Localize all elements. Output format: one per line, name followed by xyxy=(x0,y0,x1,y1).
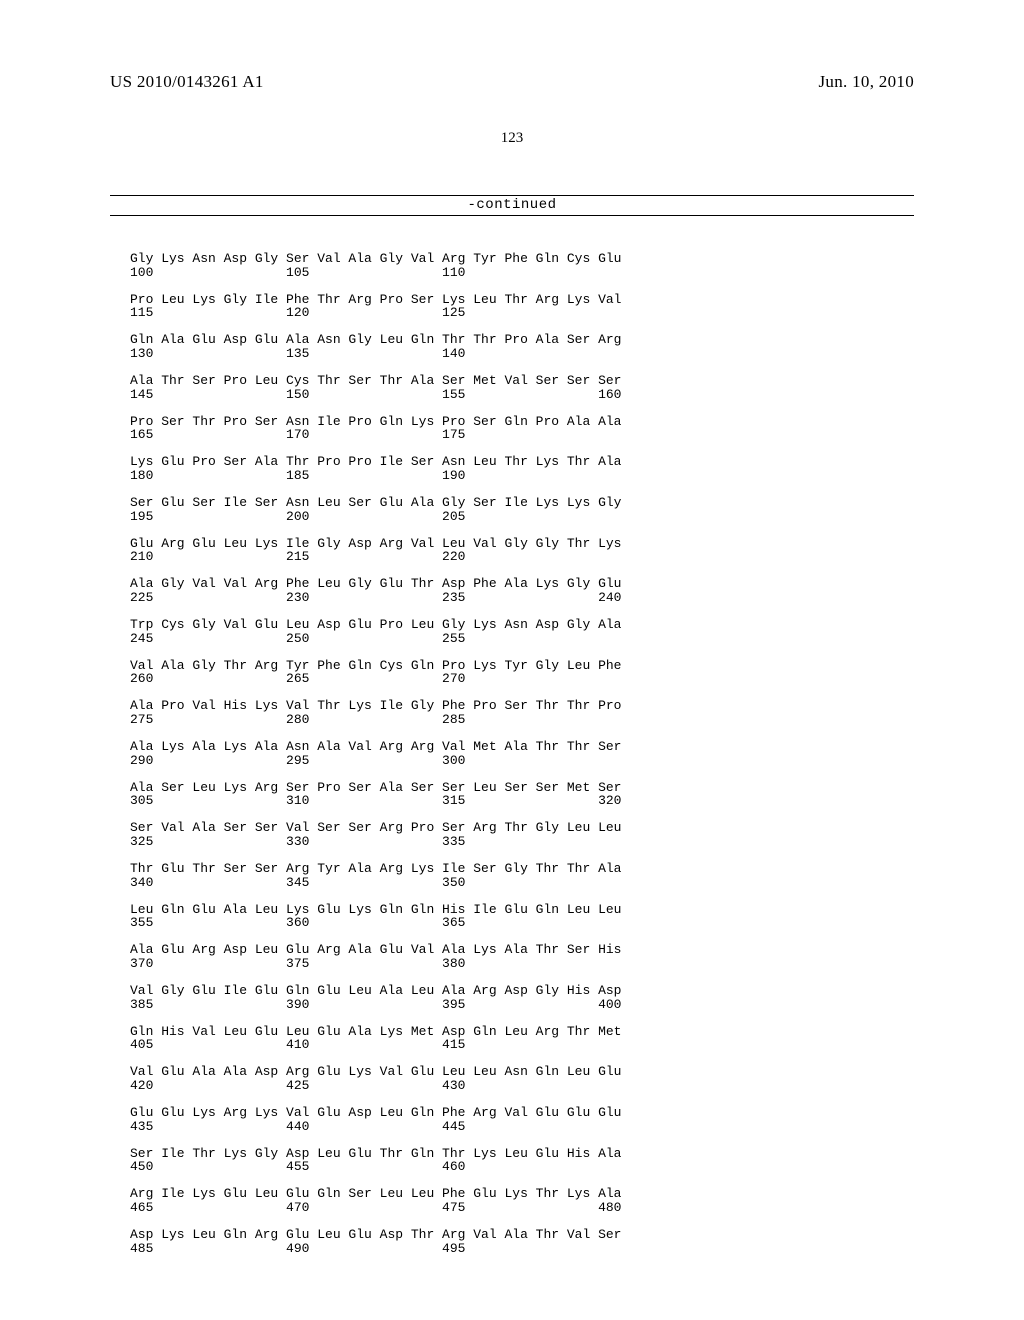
sequence-position-row: 245 250 255 xyxy=(130,632,770,646)
sequence-position-row: 420 425 430 xyxy=(130,1079,770,1093)
sequence-position-row: 115 120 125 xyxy=(130,306,770,320)
sequence-aa-row: Ala Ser Leu Lys Arg Ser Pro Ser Ala Ser … xyxy=(130,781,770,795)
sequence-aa-row: Ser Val Ala Ser Ser Val Ser Ser Arg Pro … xyxy=(130,821,770,835)
sequence-aa-row: Pro Leu Lys Gly Ile Phe Thr Arg Pro Ser … xyxy=(130,293,770,307)
sequence-position-row: 275 280 285 xyxy=(130,713,770,727)
sequence-aa-row: Pro Ser Thr Pro Ser Asn Ile Pro Gln Lys … xyxy=(130,415,770,429)
sequence-aa-row: Ala Thr Ser Pro Leu Cys Thr Ser Thr Ala … xyxy=(130,374,770,388)
sequence-block: Leu Gln Glu Ala Leu Lys Glu Lys Gln Gln … xyxy=(130,903,770,930)
sequence-aa-row: Ala Gly Val Val Arg Phe Leu Gly Glu Thr … xyxy=(130,577,770,591)
sequence-position-row: 385 390 395 400 xyxy=(130,998,770,1012)
sequence-position-row: 450 455 460 xyxy=(130,1160,770,1174)
sequence-aa-row: Val Ala Gly Thr Arg Tyr Phe Gln Cys Gln … xyxy=(130,659,770,673)
page-number: 123 xyxy=(0,130,1024,147)
sequence-position-row: 355 360 365 xyxy=(130,916,770,930)
sequence-block: Glu Glu Lys Arg Lys Val Glu Asp Leu Gln … xyxy=(130,1106,770,1133)
sequence-position-row: 210 215 220 xyxy=(130,550,770,564)
sequence-block: Gln His Val Leu Glu Leu Glu Ala Lys Met … xyxy=(130,1025,770,1052)
sequence-block: Val Gly Glu Ile Glu Gln Glu Leu Ala Leu … xyxy=(130,984,770,1011)
sequence-position-row: 100 105 110 xyxy=(130,266,770,280)
sequence-block: Asp Lys Leu Gln Arg Glu Leu Glu Asp Thr … xyxy=(130,1228,770,1255)
sequence-position-row: 325 330 335 xyxy=(130,835,770,849)
sequence-position-row: 305 310 315 320 xyxy=(130,794,770,808)
sequence-block: Val Glu Ala Ala Asp Arg Glu Lys Val Glu … xyxy=(130,1065,770,1092)
sequence-block: Lys Glu Pro Ser Ala Thr Pro Pro Ile Ser … xyxy=(130,455,770,482)
sequence-position-row: 405 410 415 xyxy=(130,1038,770,1052)
sequence-aa-row: Gln Ala Glu Asp Glu Ala Asn Gly Leu Gln … xyxy=(130,333,770,347)
sequence-block: Glu Arg Glu Leu Lys Ile Gly Asp Arg Val … xyxy=(130,537,770,564)
sequence-block: Pro Leu Lys Gly Ile Phe Thr Arg Pro Ser … xyxy=(130,293,770,320)
sequence-aa-row: Val Glu Ala Ala Asp Arg Glu Lys Val Glu … xyxy=(130,1065,770,1079)
sequence-aa-row: Ser Glu Ser Ile Ser Asn Leu Ser Glu Ala … xyxy=(130,496,770,510)
sequence-block: Ala Thr Ser Pro Leu Cys Thr Ser Thr Ala … xyxy=(130,374,770,401)
sequence-aa-row: Gln His Val Leu Glu Leu Glu Ala Lys Met … xyxy=(130,1025,770,1039)
continued-label: -continued xyxy=(110,196,914,215)
sequence-aa-row: Glu Arg Glu Leu Lys Ile Gly Asp Arg Val … xyxy=(130,537,770,551)
sequence-block: Ser Glu Ser Ile Ser Asn Leu Ser Glu Ala … xyxy=(130,496,770,523)
sequence-aa-row: Thr Glu Thr Ser Ser Arg Tyr Ala Arg Lys … xyxy=(130,862,770,876)
sequence-aa-row: Ser Ile Thr Lys Gly Asp Leu Glu Thr Gln … xyxy=(130,1147,770,1161)
sequence-aa-row: Gly Lys Asn Asp Gly Ser Val Ala Gly Val … xyxy=(130,252,770,266)
sequence-position-row: 370 375 380 xyxy=(130,957,770,971)
sequence-position-row: 485 490 495 xyxy=(130,1242,770,1256)
sequence-aa-row: Glu Glu Lys Arg Lys Val Glu Asp Leu Gln … xyxy=(130,1106,770,1120)
sequence-aa-row: Ala Glu Arg Asp Leu Glu Arg Ala Glu Val … xyxy=(130,943,770,957)
sequence-position-row: 290 295 300 xyxy=(130,754,770,768)
sequence-block: Pro Ser Thr Pro Ser Asn Ile Pro Gln Lys … xyxy=(130,415,770,442)
sequence-aa-row: Val Gly Glu Ile Glu Gln Glu Leu Ala Leu … xyxy=(130,984,770,998)
publication-date: Jun. 10, 2010 xyxy=(818,72,914,92)
sequence-block: Ala Lys Ala Lys Ala Asn Ala Val Arg Arg … xyxy=(130,740,770,767)
continued-divider: -continued xyxy=(110,195,914,216)
sequence-block: Ala Gly Val Val Arg Phe Leu Gly Glu Thr … xyxy=(130,577,770,604)
sequence-block: Ser Ile Thr Lys Gly Asp Leu Glu Thr Gln … xyxy=(130,1147,770,1174)
sequence-position-row: 225 230 235 240 xyxy=(130,591,770,605)
sequence-listing: Gly Lys Asn Asp Gly Ser Val Ala Gly Val … xyxy=(130,252,770,1269)
sequence-block: Gln Ala Glu Asp Glu Ala Asn Gly Leu Gln … xyxy=(130,333,770,360)
sequence-block: Arg Ile Lys Glu Leu Glu Gln Ser Leu Leu … xyxy=(130,1187,770,1214)
sequence-block: Ala Ser Leu Lys Arg Ser Pro Ser Ala Ser … xyxy=(130,781,770,808)
sequence-aa-row: Arg Ile Lys Glu Leu Glu Gln Ser Leu Leu … xyxy=(130,1187,770,1201)
sequence-position-row: 165 170 175 xyxy=(130,428,770,442)
sequence-block: Ser Val Ala Ser Ser Val Ser Ser Arg Pro … xyxy=(130,821,770,848)
rule-bottom xyxy=(110,215,914,216)
sequence-position-row: 435 440 445 xyxy=(130,1120,770,1134)
sequence-position-row: 260 265 270 xyxy=(130,672,770,686)
sequence-aa-row: Ala Pro Val His Lys Val Thr Lys Ile Gly … xyxy=(130,699,770,713)
sequence-block: Ala Pro Val His Lys Val Thr Lys Ile Gly … xyxy=(130,699,770,726)
sequence-position-row: 145 150 155 160 xyxy=(130,388,770,402)
sequence-position-row: 340 345 350 xyxy=(130,876,770,890)
sequence-aa-row: Trp Cys Gly Val Glu Leu Asp Glu Pro Leu … xyxy=(130,618,770,632)
sequence-aa-row: Asp Lys Leu Gln Arg Glu Leu Glu Asp Thr … xyxy=(130,1228,770,1242)
sequence-block: Thr Glu Thr Ser Ser Arg Tyr Ala Arg Lys … xyxy=(130,862,770,889)
sequence-block: Val Ala Gly Thr Arg Tyr Phe Gln Cys Gln … xyxy=(130,659,770,686)
sequence-aa-row: Lys Glu Pro Ser Ala Thr Pro Pro Ile Ser … xyxy=(130,455,770,469)
sequence-position-row: 130 135 140 xyxy=(130,347,770,361)
publication-number: US 2010/0143261 A1 xyxy=(110,72,264,92)
sequence-position-row: 180 185 190 xyxy=(130,469,770,483)
sequence-block: Trp Cys Gly Val Glu Leu Asp Glu Pro Leu … xyxy=(130,618,770,645)
sequence-block: Gly Lys Asn Asp Gly Ser Val Ala Gly Val … xyxy=(130,252,770,279)
sequence-aa-row: Ala Lys Ala Lys Ala Asn Ala Val Arg Arg … xyxy=(130,740,770,754)
sequence-position-row: 465 470 475 480 xyxy=(130,1201,770,1215)
sequence-position-row: 195 200 205 xyxy=(130,510,770,524)
sequence-aa-row: Leu Gln Glu Ala Leu Lys Glu Lys Gln Gln … xyxy=(130,903,770,917)
sequence-block: Ala Glu Arg Asp Leu Glu Arg Ala Glu Val … xyxy=(130,943,770,970)
